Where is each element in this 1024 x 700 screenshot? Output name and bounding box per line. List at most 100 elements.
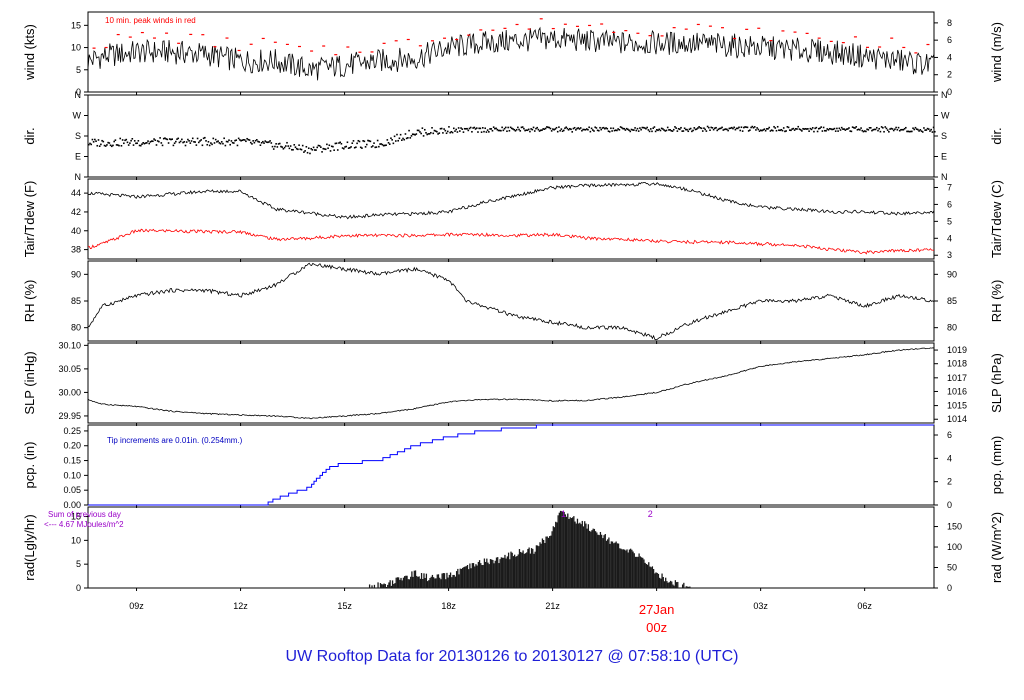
dir-point xyxy=(912,127,914,130)
dir-point xyxy=(417,129,420,132)
dir-point xyxy=(879,130,882,133)
dir-point xyxy=(368,140,370,142)
dir-point xyxy=(596,129,599,132)
dir-point xyxy=(284,145,287,147)
dir-point xyxy=(246,137,248,140)
dir-point xyxy=(333,149,335,152)
dir-point xyxy=(562,129,565,132)
dir-point xyxy=(315,149,317,151)
dir-point xyxy=(601,127,604,129)
dir-point xyxy=(509,126,512,129)
dir-point xyxy=(643,127,646,129)
dir-point xyxy=(294,146,297,148)
y-tick-label-right: 2 xyxy=(947,477,952,487)
dir-point xyxy=(526,129,529,132)
y-tick-label-right: 6 xyxy=(947,35,952,45)
dir-point xyxy=(772,129,774,132)
y-tick-label: 0 xyxy=(76,583,81,593)
dir-point xyxy=(645,127,647,130)
dir-point xyxy=(894,128,896,131)
dir-point xyxy=(902,128,905,131)
dir-point xyxy=(306,151,309,154)
dir-point xyxy=(511,127,513,130)
dir-point xyxy=(709,129,711,132)
dir-point xyxy=(443,128,445,130)
dir-point xyxy=(701,130,704,132)
dir-point xyxy=(329,150,332,152)
dir-point xyxy=(341,147,344,149)
dir-point xyxy=(109,144,112,147)
dir-point xyxy=(766,128,768,130)
dir-point xyxy=(222,142,224,145)
dir-point xyxy=(866,128,868,131)
y-tick-label-right: 1019 xyxy=(947,345,967,355)
dir-point xyxy=(608,130,611,133)
dir-point xyxy=(842,128,844,130)
dir-point xyxy=(752,126,755,129)
dir-point xyxy=(926,127,929,130)
dir-point xyxy=(897,126,900,129)
dir-point xyxy=(863,130,866,132)
dir-point xyxy=(242,139,245,141)
dir-point xyxy=(616,129,618,132)
dir-point xyxy=(324,148,327,151)
dir-point xyxy=(272,148,275,150)
dir-point xyxy=(118,144,120,147)
dir-point xyxy=(515,128,518,131)
dir-point xyxy=(663,129,665,131)
dir-point xyxy=(380,143,383,145)
dir-point xyxy=(694,128,697,131)
dir-point xyxy=(199,140,201,142)
dir-point xyxy=(659,129,662,132)
dir-point xyxy=(297,148,299,151)
dir-point xyxy=(891,128,894,130)
dir-point xyxy=(755,129,757,131)
series-line-tdew xyxy=(87,228,935,255)
dir-point xyxy=(106,144,108,146)
dir-point xyxy=(137,140,140,142)
dir-point xyxy=(396,133,398,136)
dir-point xyxy=(344,146,346,148)
dir-point xyxy=(560,128,563,130)
dir-point xyxy=(155,144,158,146)
dir-point xyxy=(393,135,396,138)
dir-point xyxy=(715,126,717,129)
dir-point xyxy=(929,130,931,132)
dir-point xyxy=(700,127,703,130)
dir-point xyxy=(338,142,340,144)
y-tick-label-right: N xyxy=(941,90,948,100)
y-axis-label-right: Tair/Tdew (C) xyxy=(989,180,1004,258)
dir-point xyxy=(310,147,312,150)
dir-point xyxy=(489,128,491,130)
dir-point xyxy=(605,127,607,129)
dir-point xyxy=(759,129,762,132)
dir-point xyxy=(309,152,311,155)
dir-point xyxy=(793,129,796,131)
dir-point xyxy=(411,133,414,136)
dir-point xyxy=(627,128,629,131)
dir-point xyxy=(932,126,935,129)
dir-point xyxy=(303,151,305,153)
dir-point xyxy=(349,146,351,149)
dir-point xyxy=(762,129,764,131)
y-tick-label: 30.00 xyxy=(58,387,81,397)
dir-point xyxy=(124,139,126,142)
dir-point xyxy=(618,129,621,131)
dir-point xyxy=(332,145,334,148)
dir-point xyxy=(761,129,763,132)
dir-point xyxy=(452,127,455,130)
y-tick-label: 40 xyxy=(71,226,81,236)
y-axis-label: pcp. (in) xyxy=(22,442,37,489)
dir-point xyxy=(544,127,547,130)
rad-marker: 2 xyxy=(648,509,653,519)
dir-point xyxy=(108,142,111,144)
dir-point xyxy=(779,129,781,132)
dir-point xyxy=(594,126,596,129)
y-tick-label: 0.10 xyxy=(63,470,81,480)
dir-point xyxy=(904,126,907,129)
dir-point xyxy=(138,144,141,147)
dir-point xyxy=(809,127,812,130)
y-tick-label: 0.05 xyxy=(63,485,81,495)
dir-point xyxy=(577,127,580,129)
